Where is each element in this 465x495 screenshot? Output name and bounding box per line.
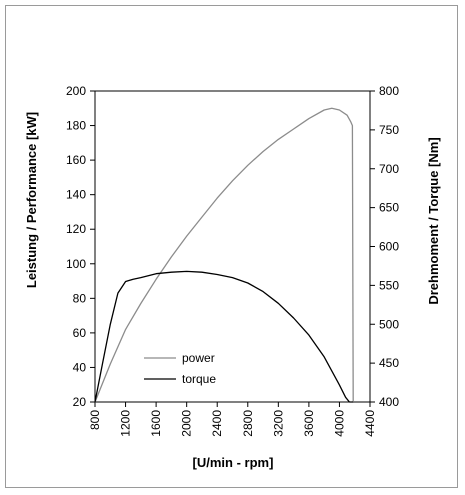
x-tick-label: 800	[88, 410, 102, 430]
left-tick-label: 80	[73, 291, 87, 305]
series-line-power	[94, 107, 354, 403]
x-tick-label: 1200	[119, 410, 133, 437]
x-tick-label: 2000	[180, 410, 194, 437]
left-tick-label: 180	[66, 119, 86, 133]
right-tick-label: 650	[379, 201, 399, 215]
left-tick-label: 20	[73, 395, 87, 409]
chart-frame	[5, 5, 458, 488]
plot-border	[94, 90, 371, 403]
left-tick-label: 60	[73, 326, 87, 340]
legend-label-torque: torque	[182, 372, 216, 386]
left-tick-label: 160	[66, 153, 86, 167]
right-tick-label: 750	[379, 123, 399, 137]
x-tick-label: 2400	[210, 410, 224, 437]
right-tick-label: 700	[379, 162, 399, 176]
legend: power torque	[144, 351, 216, 386]
right-tick-label: 450	[379, 356, 399, 370]
right-axis-ticks: 400 450 500 550 600 650 700 750 800	[370, 84, 399, 409]
x-tick-label: 3600	[302, 410, 316, 437]
x-tick-label: 4400	[363, 410, 377, 437]
left-tick-label: 140	[66, 188, 86, 202]
right-tick-label: 800	[379, 84, 399, 98]
right-axis-title: Drehmoment / Torque [Nm]	[426, 137, 441, 304]
series-lines	[94, 107, 354, 403]
x-tick-label: 4000	[332, 410, 346, 437]
left-tick-label: 100	[66, 257, 86, 271]
x-axis-ticks: 800 1200 1600 2000 2400 2800 3200 3600 4000 4400	[88, 402, 377, 437]
x-tick-label: 1600	[149, 410, 163, 437]
legend-label-power: power	[182, 351, 215, 365]
left-axis-title: Leistung / Performance [kW]	[24, 112, 39, 288]
right-tick-label: 550	[379, 278, 399, 292]
x-tick-label: 2800	[241, 410, 255, 437]
left-tick-label: 200	[66, 84, 86, 98]
right-tick-label: 600	[379, 240, 399, 254]
left-axis-ticks: 20 40 60 80 100 120 140 160 180 200	[66, 84, 95, 409]
right-tick-label: 500	[379, 317, 399, 331]
series-line-torque	[94, 270, 354, 403]
x-tick-label: 3200	[271, 410, 285, 437]
x-axis-title: [U/min - rpm]	[193, 455, 274, 470]
left-tick-label: 40	[73, 360, 87, 374]
plot-area	[94, 90, 371, 403]
right-tick-label: 400	[379, 395, 399, 409]
left-tick-label: 120	[66, 222, 86, 236]
